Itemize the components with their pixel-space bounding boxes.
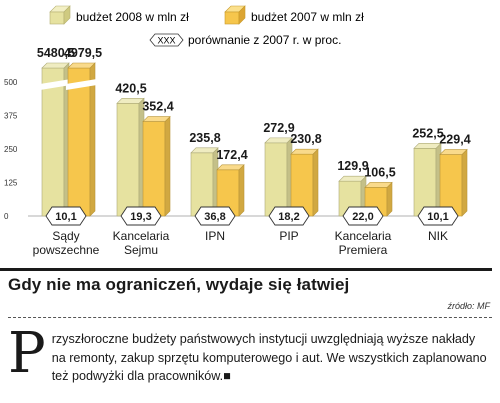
value-label: 106,5 (364, 165, 395, 179)
article-paragraph: rzyszłoroczne budżety państwowych instyt… (51, 332, 487, 383)
headline: Gdy nie ma ograniczeń, wydaje się łatwie… (8, 275, 350, 294)
y-axis-ticks: 0 125 250 375 500 (4, 78, 18, 221)
value-label: 235,8 (189, 131, 220, 145)
bar-2008-3 (264, 137, 293, 217)
change-badge-4: 22,0 (342, 206, 384, 226)
badge-shape (342, 206, 384, 226)
value-label: 129,9 (337, 159, 368, 173)
bar-2007-1 (142, 115, 171, 217)
bar-top (216, 164, 245, 171)
change-pct-label: 19,3 (130, 211, 151, 223)
bar-front (264, 142, 288, 217)
value-label: 272,9 (263, 121, 294, 135)
bar-side (386, 181, 393, 217)
headline-rule (0, 268, 492, 271)
bar-2008-2 (190, 147, 219, 217)
change-badge-0: 10,1 (45, 206, 87, 226)
change-pct-label: 18,2 (278, 211, 299, 223)
bar-top (290, 148, 319, 155)
category-label: NIK (428, 229, 448, 243)
bar-side (312, 148, 319, 217)
bar-top (116, 98, 145, 104)
legend-swatch-2007 (224, 5, 246, 25)
bar-side (238, 164, 245, 217)
value-label: 4979,5 (64, 46, 102, 60)
value-label: 230,8 (290, 132, 321, 146)
badge-shape (45, 206, 87, 226)
change-badge-1: 19,3 (120, 206, 162, 226)
budget-chart: budżet 2008 w mln zł budżet 2007 w mln z… (4, 5, 471, 257)
source-note: źródło: MF (447, 301, 490, 311)
value-label: 172,4 (216, 148, 247, 162)
bar-2007-2 (216, 164, 245, 217)
category-label: Sądy (52, 229, 79, 243)
y-tick-label: 500 (4, 78, 18, 87)
bar-front (413, 148, 437, 217)
bar-front (190, 152, 214, 217)
bar-top (41, 62, 70, 69)
bar-top (142, 116, 171, 122)
legend-label-2008: budżet 2008 w mln zł (76, 10, 189, 24)
y-tick-label: 0 (4, 212, 9, 221)
drop-cap: P (8, 321, 46, 386)
bar-front (142, 121, 166, 217)
bar-2007-5 (439, 148, 468, 217)
bar-side (164, 115, 171, 217)
change-pct-label: 10,1 (427, 211, 448, 223)
change-pct-label: 10,1 (55, 211, 76, 223)
bar-top (364, 182, 393, 188)
bar-front (116, 103, 140, 217)
bar-2008-1 (116, 97, 145, 217)
bar-2007-3 (290, 148, 319, 217)
value-label: 352,4 (142, 100, 173, 114)
legend-badge-text: XXX (157, 36, 175, 46)
category-label: Sejmu (124, 243, 158, 257)
badge-shape (268, 206, 310, 226)
y-tick-label: 250 (4, 145, 18, 154)
article-body: P rzyszłoroczne budżety państwowych inst… (8, 326, 492, 386)
change-badge-2: 36,8 (194, 206, 236, 226)
value-label: 420,5 (115, 81, 146, 95)
legend-label-2007: budżet 2007 w mln zł (251, 10, 364, 24)
category-label: powszechne (33, 243, 100, 257)
category-label: Premiera (339, 243, 388, 257)
legend-comparison-badge: XXX (149, 33, 184, 47)
badge-shape (194, 206, 236, 226)
axis-break-mark (40, 79, 71, 90)
legend-swatch-2008 (49, 5, 71, 25)
bar-front (67, 67, 91, 217)
bar-2007-0 (66, 62, 97, 217)
dashed-divider (8, 317, 492, 318)
value-label: 229,4 (439, 133, 470, 147)
bar-2008-5 (413, 142, 442, 217)
change-badges: 10,1 19,3 36,8 18,2 22,0 10,1 (45, 206, 459, 226)
legend: budżet 2008 w mln zł budżet 2007 w mln z… (49, 5, 364, 47)
value-label: 5480,5 (37, 46, 75, 60)
bar-top (439, 149, 468, 155)
badge-shape (120, 206, 162, 226)
change-badge-5: 10,1 (417, 206, 459, 226)
change-pct-label: 22,0 (352, 211, 373, 223)
change-pct-label: 36,8 (204, 211, 225, 223)
bar-side (461, 148, 468, 217)
bar-top (67, 62, 96, 69)
category-label: PIP (279, 229, 298, 243)
legend-comparison-label: porównanie z 2007 r. w proc. (188, 33, 341, 47)
change-badge-3: 18,2 (268, 206, 310, 226)
bar-top (264, 137, 293, 144)
bar-top (338, 175, 367, 182)
category-label: IPN (205, 229, 225, 243)
category-label: Kancelaria (113, 229, 170, 243)
bar-top (190, 147, 219, 154)
axis-break-mark (66, 79, 97, 90)
bar-front (41, 67, 65, 217)
category-label: Kancelaria (335, 229, 392, 243)
badge-shape (417, 206, 459, 226)
value-label: 252,5 (412, 126, 443, 140)
y-tick-label: 125 (4, 179, 18, 188)
bar-top (413, 143, 442, 149)
y-tick-label: 375 (4, 112, 18, 121)
